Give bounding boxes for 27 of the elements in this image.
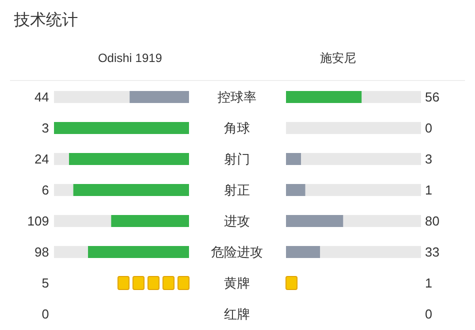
data-label: 109 [27, 214, 49, 228]
data-label: 5 [42, 276, 49, 290]
data-label: 3 [425, 152, 432, 166]
data-label: 1 [425, 182, 432, 198]
data-label: 1 [425, 276, 432, 290]
data-label: 6 [42, 182, 49, 198]
category-label: 射正 [224, 182, 250, 198]
data-label: 0 [425, 306, 432, 322]
data-label: 44 [34, 90, 49, 104]
data-label: 56 [425, 90, 440, 104]
text: Odishi 1919 [98, 51, 162, 65]
category-label: 黄牌 [224, 276, 250, 290]
data-label: 0 [42, 306, 49, 322]
category-label: 危险进攻 [211, 244, 263, 260]
data-label: 80 [425, 214, 440, 228]
data-label: 98 [34, 244, 49, 260]
data-label: 3 [42, 120, 49, 136]
category-label: 进攻 [224, 214, 250, 228]
text: 施安尼 [320, 51, 356, 65]
data-label: 24 [34, 152, 49, 166]
data-label: 0 [425, 120, 432, 136]
category-label: 射门 [224, 152, 250, 166]
text: 技术统计 [13, 11, 78, 29]
data-label: 33 [425, 244, 440, 260]
category-label: 红牌 [224, 306, 250, 322]
category-label: 控球率 [218, 90, 256, 104]
category-label: 角球 [224, 120, 250, 136]
